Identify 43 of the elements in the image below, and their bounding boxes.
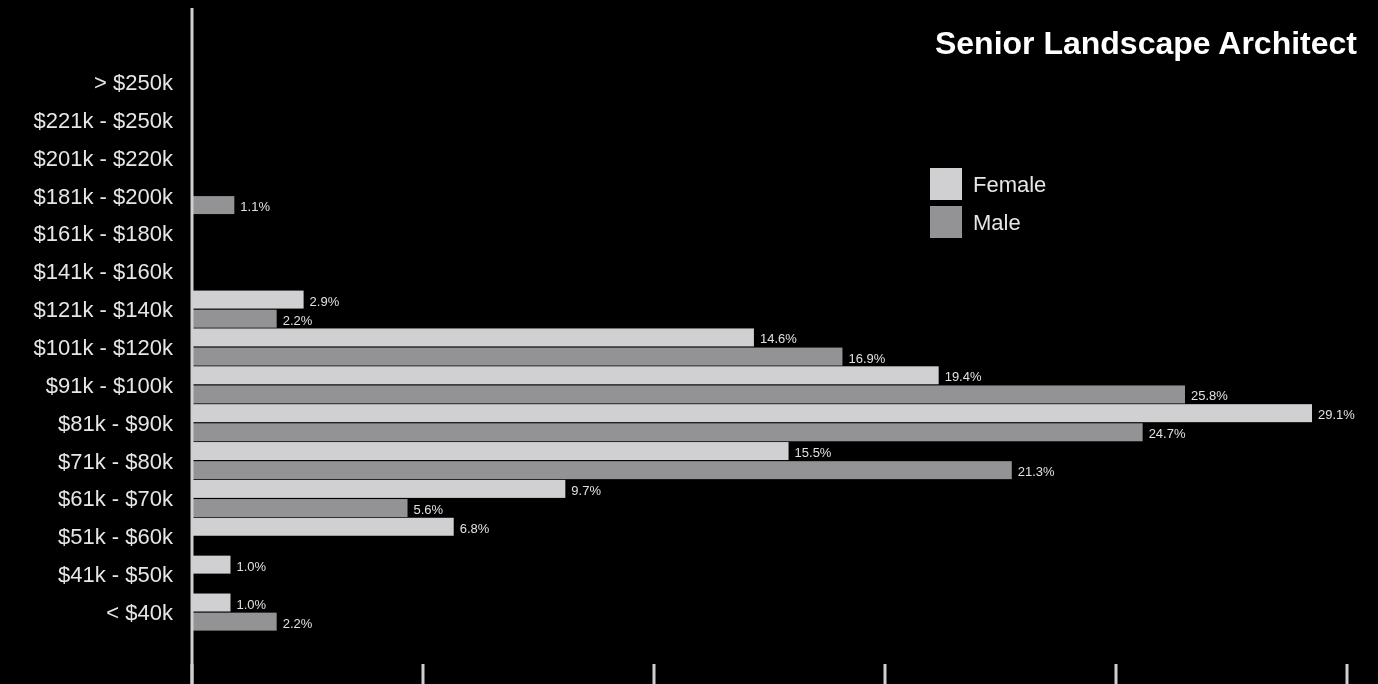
data-label: 2.2% [282,312,313,328]
y-tick-label: $61k - $70k [58,486,174,512]
data-label: 21.3% [1017,464,1056,480]
bar [192,423,1143,442]
y-tick-label: $201k - $220k [33,145,174,171]
legend-label: Female [973,172,1047,197]
data-label: 9.7% [571,482,602,498]
y-tick-label: $101k - $120k [33,335,174,360]
y-tick-label: $51k - $60k [58,524,174,550]
bar [192,499,408,518]
y-tick-label: > $250k [94,69,174,95]
data-label: 16.9% [848,350,886,366]
bar [192,461,1012,480]
y-tick-label: $161k - $180k [33,221,174,247]
y-tick-label: $41k - $50k [58,562,174,588]
y-tick-label: $181k - $200k [33,183,174,209]
data-label: 25.8% [1190,388,1229,404]
y-tick-label: < $40k [106,600,174,626]
data-label: 19.4% [944,369,982,385]
data-label: 15.5% [794,445,832,461]
y-tick-label: $81k - $90k [58,410,174,436]
y-tick-label: $91k - $100k [45,372,174,398]
data-label: 2.2% [282,615,313,631]
bar [192,309,277,328]
bar [192,196,235,215]
data-label: 1.1% [240,199,271,215]
y-tick-label: $121k - $140k [33,297,174,323]
bar [192,612,277,631]
data-label: 6.8% [459,520,490,536]
data-label: 29.1% [1318,407,1356,423]
data-label: 1.0% [236,596,267,612]
data-label: 14.6% [759,331,798,347]
legend-label: Male [973,210,1021,235]
bar [192,385,1185,404]
chart-title: Senior Landscape Architect [934,25,1358,61]
data-label: 2.9% [309,293,340,309]
data-label: 1.0% [236,558,267,574]
bar [192,347,843,366]
data-label: 5.6% [413,502,444,518]
y-tick-label: $221k - $250k [33,107,174,133]
data-label: 24.7% [1148,426,1186,442]
y-tick-label: $141k - $160k [33,259,174,285]
y-tick-label: $71k - $80k [58,448,174,474]
